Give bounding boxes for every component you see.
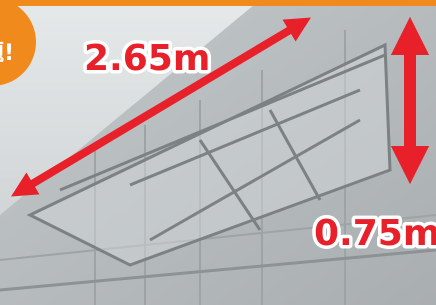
length-label: 2.65m bbox=[84, 38, 210, 79]
page: 題! 2.65m 0.75m (() => { const data = JSO… bbox=[0, 0, 436, 305]
badge-text: 題! bbox=[0, 41, 14, 66]
photo: 題! 2.65m 0.75m bbox=[0, 0, 436, 305]
height-label: 0.75m bbox=[314, 213, 436, 254]
top-strip bbox=[0, 0, 436, 6]
